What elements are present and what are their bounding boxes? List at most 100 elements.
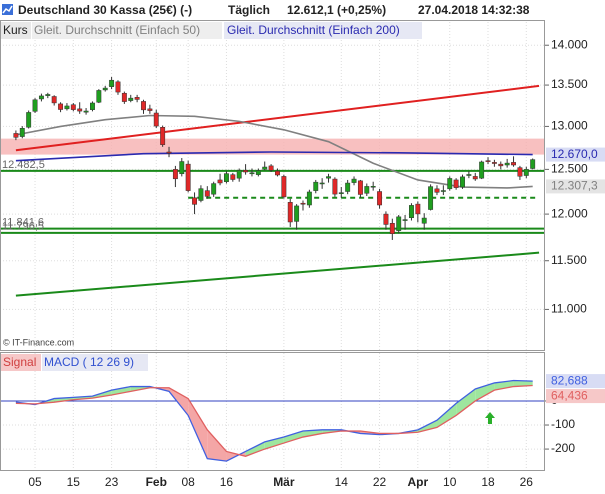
candle-body bbox=[345, 182, 351, 192]
legend-entry: Gleit. Durchschnitt (Einfach 200) bbox=[227, 23, 400, 37]
header-icon-line bbox=[2, 5, 13, 14]
candle-body bbox=[26, 112, 32, 128]
candle-body bbox=[211, 183, 217, 195]
candle-body bbox=[338, 192, 344, 194]
instrument: Deutschland 30 Kassa (25€) (-) bbox=[18, 3, 192, 17]
candle-body bbox=[409, 205, 414, 219]
candle-body bbox=[383, 213, 389, 225]
y-tick-label: 11.000 bbox=[551, 302, 587, 316]
legend-entry: Gleit. Durchschnitt (Einfach 50) bbox=[34, 23, 200, 37]
value-box bbox=[546, 147, 605, 162]
x-tick-label: 08 bbox=[181, 475, 195, 489]
candle-body bbox=[434, 188, 440, 193]
candle-body bbox=[230, 174, 236, 180]
timestamp: 27.04.2018 14:32:38 bbox=[418, 3, 530, 17]
candle-body bbox=[147, 108, 153, 111]
value-label: 82,688 bbox=[551, 373, 588, 387]
candle-body bbox=[313, 181, 319, 191]
resistance-band bbox=[0, 138, 545, 155]
legend-box bbox=[1, 354, 41, 371]
y-tick-label: 12.500 bbox=[551, 162, 588, 176]
candle-body bbox=[179, 161, 185, 175]
candle-body bbox=[249, 172, 255, 175]
candle-body bbox=[153, 112, 159, 127]
candle-body bbox=[90, 102, 95, 110]
overlay-layer: 11.000 11.500 12.000 12.500 13.000 13.500 14.0… bbox=[28, 37, 605, 489]
legend-entry: MACD ( 12 26 9) bbox=[44, 355, 134, 369]
candle-body bbox=[466, 174, 472, 176]
candle-body bbox=[332, 178, 338, 195]
candle-body bbox=[70, 104, 76, 110]
value-label: 64,436 bbox=[551, 388, 588, 402]
candle-body bbox=[96, 90, 102, 103]
candle-body bbox=[121, 92, 127, 102]
candle-body bbox=[172, 169, 178, 180]
macd-frame bbox=[0, 352, 545, 471]
y-tick-label: 12.000 bbox=[551, 206, 588, 220]
source: © IT-Finance.com bbox=[3, 337, 74, 347]
trend-line bbox=[15, 84, 540, 152]
candle-body bbox=[517, 167, 523, 177]
legend-box bbox=[1, 22, 31, 39]
x-tick-label: 10 bbox=[443, 475, 457, 489]
macd-fill bbox=[456, 388, 476, 416]
y-tick-label: -200 bbox=[551, 441, 575, 455]
trend-line bbox=[15, 251, 540, 297]
candle-body bbox=[243, 170, 249, 173]
price-frame bbox=[0, 20, 545, 351]
candle-body bbox=[281, 176, 287, 198]
candle-body bbox=[421, 217, 427, 224]
candle-body bbox=[453, 179, 459, 188]
value-box bbox=[546, 179, 605, 194]
plot-layer: 12.482,5 11.841,611.796,5 bbox=[0, 22, 545, 470]
level-label: 12.482,5 bbox=[2, 159, 45, 171]
candle-body bbox=[192, 197, 197, 205]
macd-fill bbox=[188, 398, 208, 459]
level-label: 11.841,6 bbox=[2, 217, 44, 229]
legend-box bbox=[224, 22, 422, 39]
legend: Kurs Gleit. Durchschnitt (Einfach 50) Gl… bbox=[1, 22, 422, 371]
macd-fill bbox=[207, 429, 227, 462]
x-tick-label: 26 bbox=[520, 475, 534, 489]
candle-body bbox=[185, 163, 191, 191]
candle-body bbox=[204, 190, 210, 197]
candle-body bbox=[396, 216, 402, 231]
y-tick-label: -100 bbox=[551, 417, 575, 431]
macd-fill bbox=[513, 380, 533, 387]
candle-body bbox=[287, 202, 293, 223]
x-tick-label: 22 bbox=[373, 475, 387, 489]
candle-body bbox=[370, 185, 376, 188]
value-label: 12.670,0 bbox=[551, 147, 598, 161]
candle-body bbox=[326, 176, 331, 179]
candle-body bbox=[83, 110, 89, 113]
candle-body bbox=[51, 96, 57, 104]
candle-body bbox=[223, 173, 229, 182]
x-tick-label: 05 bbox=[28, 475, 42, 489]
candle-body bbox=[134, 97, 140, 100]
y-tick-label: 13.500 bbox=[551, 77, 588, 91]
candle-body bbox=[32, 99, 38, 112]
y-tick-label: 13.000 bbox=[551, 119, 588, 133]
macd-fill bbox=[264, 437, 284, 450]
candle-body bbox=[472, 176, 478, 180]
x-tick-label: 14 bbox=[335, 475, 349, 489]
candle-body bbox=[357, 180, 363, 195]
moving-average bbox=[15, 151, 533, 162]
candle-body bbox=[428, 186, 434, 210]
x-tick-label: 23 bbox=[105, 475, 119, 489]
candle-body bbox=[460, 176, 465, 188]
macd-fill bbox=[245, 441, 265, 457]
candle-body bbox=[275, 170, 280, 176]
macd-fill bbox=[303, 429, 323, 438]
candle-body bbox=[402, 219, 408, 221]
candle-body bbox=[491, 162, 497, 164]
interval: Täglich bbox=[228, 3, 270, 17]
x-tick-label: Feb bbox=[146, 475, 167, 489]
candle-body bbox=[447, 178, 453, 190]
candle-body bbox=[45, 94, 51, 96]
x-tick-label: Mär bbox=[273, 475, 295, 489]
candle-body bbox=[77, 108, 83, 112]
candle-body bbox=[255, 170, 261, 175]
candle-body bbox=[530, 159, 536, 169]
